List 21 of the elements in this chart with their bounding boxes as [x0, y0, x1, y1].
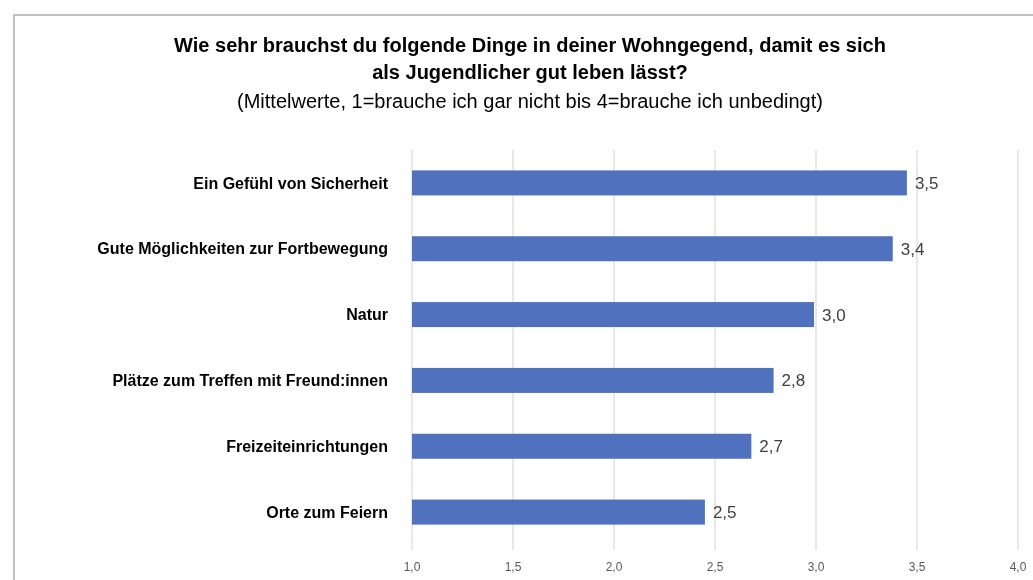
chart-title: Wie sehr brauchst du folgende Dinge in deiner Wohngegend, damit es sich als Jugendlicher gut leben lässt?	[174, 34, 886, 83]
y-tick-label: Freizeiteinrichtungen	[226, 437, 388, 455]
x-tick-label: 1,0	[403, 560, 421, 574]
data-label: 2,5	[712, 503, 737, 523]
y-tick-label: Gute Möglichkeiten zur Fortbewegung	[97, 240, 388, 258]
y-tick-label: Ein Gefühl von Sicherheit	[193, 174, 389, 192]
x-tick-label: 2,5	[706, 560, 724, 574]
data-label: 3,4	[900, 239, 925, 259]
data-label: 3,5	[914, 173, 939, 193]
x-tick-label: 2,0	[605, 560, 623, 574]
x-tick-label: 3,0	[807, 560, 825, 574]
x-tick-label: 3,5	[908, 560, 926, 574]
y-tick-label: Orte zum Feiern	[266, 503, 388, 521]
x-tick-label: 4,0	[1009, 560, 1027, 574]
y-tick-label: Natur	[346, 306, 388, 324]
data-label: 2,8	[781, 371, 806, 391]
data-label: 3,0	[821, 305, 846, 325]
x-tick-label: 1,5	[504, 560, 522, 574]
data-label: 2,7	[759, 437, 783, 457]
chart-subtitle: (Mittelwerte, 1=brauche ich gar nicht bis 4=brauche ich unbedingt)	[237, 90, 823, 112]
y-tick-label: Plätze zum Treffen mit Freund:innen	[112, 372, 388, 390]
